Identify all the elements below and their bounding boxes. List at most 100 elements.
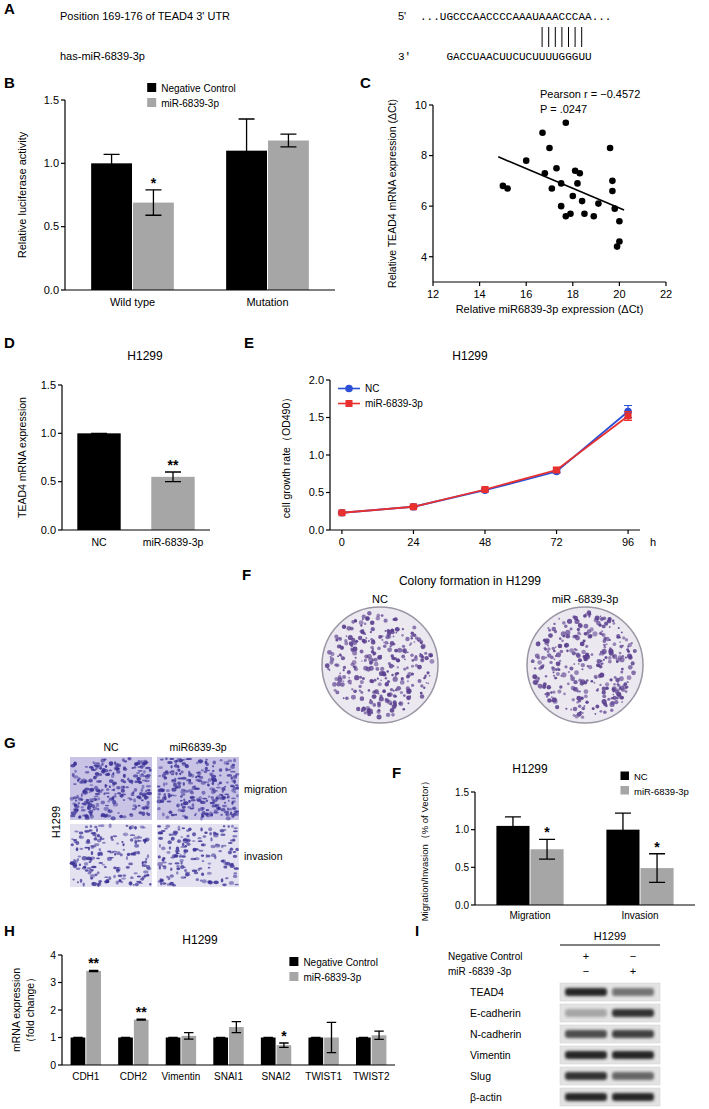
y-tick: [326, 492, 330, 493]
colony: [619, 686, 624, 691]
y-tick-label: 1.5: [44, 94, 59, 106]
y-axis-label: Relative TEAD4 mRNA expression (ΔCt): [386, 99, 398, 288]
colony: [606, 643, 608, 645]
y-tick-label: 1.5: [455, 787, 469, 798]
bar: [91, 163, 132, 290]
colony: [387, 670, 389, 672]
colony: [393, 694, 396, 697]
band: [612, 988, 654, 996]
colony: [401, 634, 404, 637]
cell: [182, 827, 185, 829]
cell: [89, 784, 93, 786]
condition-mark: −: [583, 965, 589, 977]
cell: [169, 795, 175, 797]
x-axis-label: Relative miR6839-3p expression (ΔCt): [456, 303, 644, 315]
cell: [212, 780, 217, 782]
colony: [593, 682, 595, 684]
colony: [377, 692, 379, 694]
cell: [98, 862, 103, 864]
colony: [360, 650, 364, 654]
colony: [343, 697, 345, 699]
cell: [103, 758, 106, 760]
cell: [175, 814, 177, 816]
y-tick-label: 0.0: [44, 284, 59, 296]
cell: [76, 867, 81, 870]
colony: [381, 671, 386, 676]
colony: [353, 690, 357, 694]
cell: [174, 760, 178, 763]
colony: [358, 685, 361, 688]
colony: [619, 676, 624, 681]
cell: [200, 816, 202, 820]
y-tick: [326, 454, 330, 455]
y-tick-label: 0.5: [455, 862, 469, 873]
cell: [141, 799, 144, 801]
colony: [558, 668, 561, 671]
cell: [108, 769, 112, 771]
colony: [372, 703, 376, 707]
colony: [395, 672, 398, 675]
colony: [561, 672, 566, 677]
colony: [581, 707, 585, 711]
cell: [209, 832, 212, 836]
x-axis: [475, 904, 695, 905]
cell: [106, 788, 109, 791]
colony: [573, 680, 577, 684]
base-pair: [581, 27, 582, 47]
cell: [113, 788, 115, 791]
colony: [594, 675, 598, 679]
legend-label: miR-6839-3p: [303, 972, 361, 983]
y-tick: [429, 256, 433, 257]
y-tick-label: 0.0: [455, 900, 469, 911]
cell: [137, 840, 139, 842]
colony: [580, 642, 585, 647]
cell: [97, 883, 99, 887]
cell: [128, 758, 131, 760]
panel-letter: B: [4, 74, 15, 91]
colony: [351, 695, 356, 700]
cell: [212, 789, 216, 791]
cell: [201, 791, 205, 795]
cell: [149, 769, 152, 773]
colony: [365, 706, 370, 711]
cell: [216, 787, 221, 789]
cell: [96, 828, 98, 832]
chart-title: H1299: [127, 349, 163, 363]
colony: [580, 679, 585, 684]
cell: [92, 809, 96, 811]
cell: [213, 880, 218, 884]
cell: [165, 757, 168, 760]
colony: [340, 646, 344, 650]
colony: [426, 682, 428, 684]
cell: [145, 858, 147, 860]
colony: [337, 655, 339, 657]
legend-label: Negative Control: [303, 957, 377, 968]
colony: [387, 700, 392, 705]
colony: [611, 697, 613, 699]
cell: [123, 849, 125, 851]
colony: [577, 712, 582, 717]
colony: [558, 644, 563, 649]
cell: [186, 779, 191, 781]
cell: [215, 797, 218, 800]
band: [612, 1030, 654, 1038]
colony: [608, 656, 612, 660]
cell: [158, 831, 163, 834]
y-tick-label: 3: [50, 976, 56, 988]
cell: [185, 764, 189, 768]
cell: [86, 867, 91, 869]
cell: [164, 796, 166, 800]
cell: [80, 879, 83, 883]
colony: [583, 705, 585, 707]
colony: [538, 677, 540, 679]
cell: [162, 813, 165, 817]
cell: [209, 772, 213, 775]
x-axis: [433, 281, 666, 282]
cell: [181, 855, 186, 857]
colony: [379, 635, 382, 638]
cell: [213, 811, 218, 813]
cell: [75, 800, 77, 802]
colony: [569, 666, 573, 670]
cell: [140, 826, 145, 829]
colony: [371, 640, 376, 645]
